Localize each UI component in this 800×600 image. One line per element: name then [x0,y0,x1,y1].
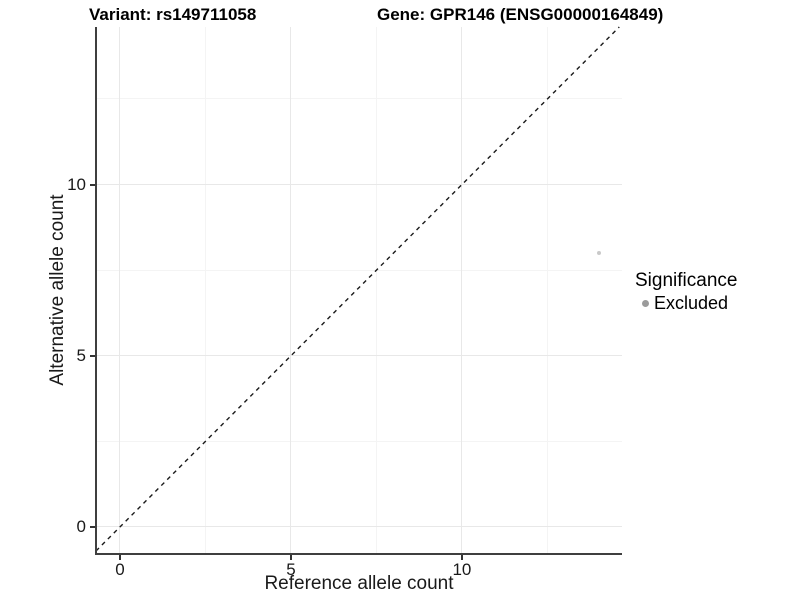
x-gridline-minor [546,27,548,553]
legend-key-dot [642,299,649,307]
x-axis-title: Reference allele count [264,573,454,594]
x-axis-line [95,553,622,555]
legend-entry-label: Excluded [654,293,729,313]
plot-panel [95,26,622,553]
legend-entry: Excluded [635,294,737,312]
x-tick-mark [460,555,463,560]
y-gridline-minor [96,98,622,100]
identity-line-layer [95,26,620,552]
data-point [596,251,601,256]
y-gridline-minor [96,440,622,442]
x-gridline-major [290,27,292,553]
x-tick-label: 10 [452,560,472,579]
plot-title-variant: Variant: rs149711058 [89,5,257,24]
plot-title-gene: Gene: GPR146 (ENSG00000164849) [377,5,664,24]
x-gridline-minor [375,27,377,553]
x-tick-mark [289,555,292,560]
y-gridline-major [96,526,622,528]
x-gridline-major [461,27,463,553]
x-tick-mark [118,555,121,560]
y-tick-label: 0 [76,516,86,536]
y-tick-mark [90,354,95,357]
x-gridline-minor [204,27,206,553]
y-gridline-major [96,355,622,357]
legend-entries: Excluded [635,294,737,312]
y-tick-mark [90,525,95,528]
x-gridline-major [119,27,121,553]
y-tick-label: 5 [76,345,86,365]
identity-line [95,26,620,552]
y-axis-line [95,27,97,555]
y-gridline-major [96,184,622,186]
y-tick-label: 10 [67,174,86,194]
y-tick-mark [90,183,95,186]
legend: Significance Excluded [635,270,737,312]
x-tick-label: 5 [286,560,296,579]
legend-title: Significance [635,270,738,291]
y-gridline-minor [96,269,622,271]
x-tick-label: 0 [115,560,125,579]
